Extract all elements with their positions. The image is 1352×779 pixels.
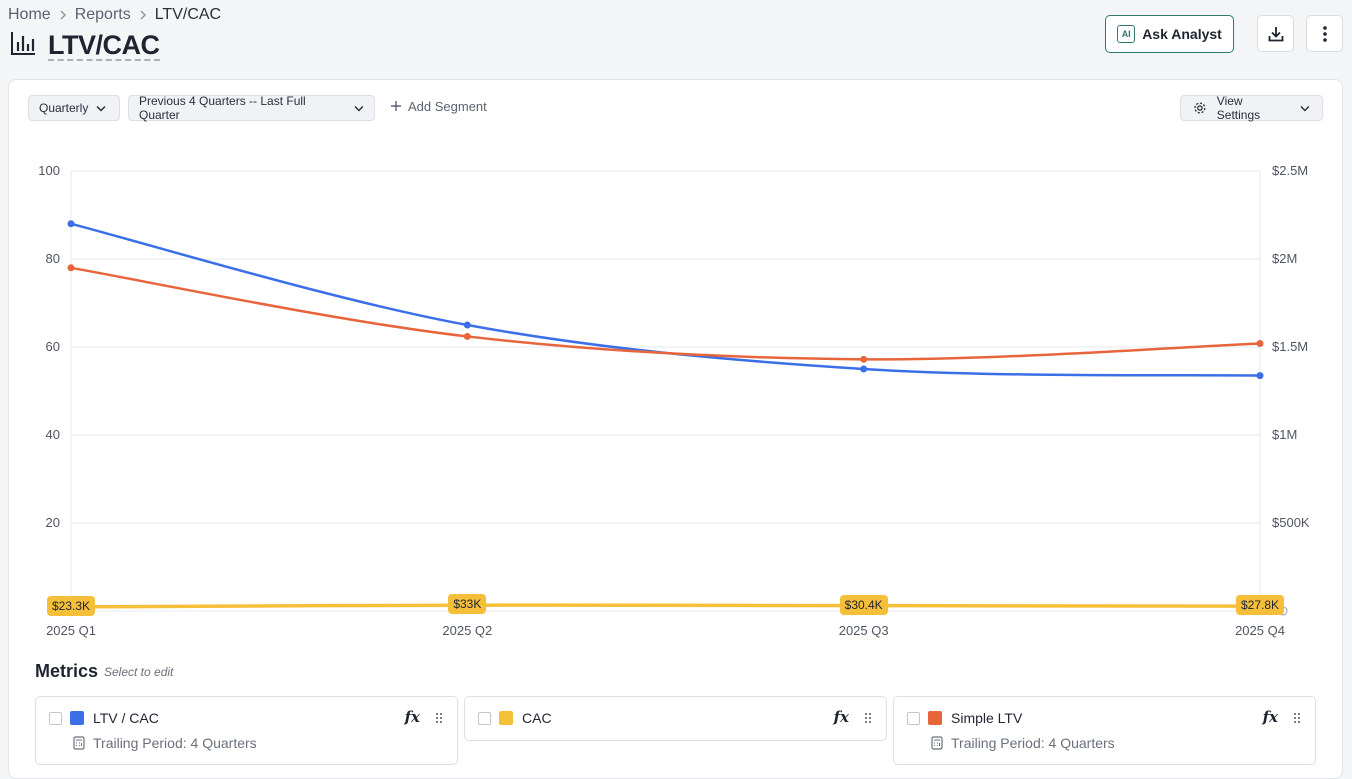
gear-icon — [1194, 102, 1206, 114]
metric-checkbox[interactable] — [49, 712, 62, 725]
data-point-ltv-cac — [463, 321, 471, 329]
y-left-tick-label: 40 — [46, 427, 60, 442]
metric-card-cac[interactable]: CAC fx — [464, 696, 887, 741]
formula-icon[interactable]: fx — [404, 708, 420, 726]
more-options-button[interactable] — [1306, 15, 1343, 52]
breadcrumb-current: LTV/CAC — [154, 6, 222, 23]
add-segment-button[interactable]: Add Segment — [390, 99, 487, 114]
view-settings-label: View Settings — [1216, 94, 1261, 122]
metric-color-swatch — [499, 711, 513, 725]
metric-name: LTV / CAC — [93, 710, 159, 726]
metrics-title: Metrics — [35, 661, 99, 681]
date-range-value: Previous 4 Quarters -- Last Full Quarter — [139, 94, 306, 122]
y-right-tick-label: $1.5M — [1272, 339, 1308, 354]
metric-color-swatch — [928, 711, 942, 725]
ask-analyst-label: Ask Analyst — [1142, 26, 1222, 42]
ask-analyst-button[interactable]: AI Ask Analyst — [1105, 15, 1234, 53]
ai-icon: AI — [1117, 25, 1136, 43]
data-point-ltv-cac — [860, 365, 868, 373]
calculator-icon — [73, 736, 85, 750]
breadcrumb-reports[interactable]: Reports — [74, 6, 131, 23]
metric-card-simple-ltv[interactable]: Simple LTV fx Trailing Period: 4 Quarter… — [893, 696, 1316, 765]
chevron-right-icon — [59, 8, 67, 23]
download-button[interactable] — [1257, 15, 1294, 52]
page-title[interactable]: LTV/CAC — [48, 29, 160, 61]
formula-icon[interactable]: fx — [833, 708, 849, 726]
date-range-dropdown[interactable]: Previous 4 Quarters -- Last Full Quarter — [128, 94, 375, 122]
bar-chart-icon — [10, 30, 36, 61]
data-point-simple-ltv — [67, 264, 75, 272]
calculator-icon — [931, 736, 943, 750]
formula-icon[interactable]: fx — [1262, 708, 1278, 726]
series-line-cac — [70, 603, 1261, 609]
x-tick-label: 2025 Q2 — [442, 623, 492, 638]
chevron-down-icon — [96, 105, 106, 112]
download-icon — [1268, 26, 1283, 41]
y-left-tick-label: 100 — [38, 163, 60, 178]
metric-trailing-period-label: Trailing Period: 4 Quarters — [951, 735, 1115, 751]
y-right-tick-label: $2.5M — [1272, 163, 1308, 178]
drag-handle-icon[interactable] — [864, 711, 872, 729]
y-left-tick-label: 80 — [46, 251, 60, 266]
metric-trailing-period: Trailing Period: 4 Quarters — [73, 735, 257, 751]
metric-trailing-period: Trailing Period: 4 Quarters — [931, 735, 1115, 751]
y-left-tick-label: 60 — [46, 339, 60, 354]
x-tick-label: 2025 Q3 — [839, 623, 889, 638]
plus-icon — [390, 100, 402, 114]
view-settings-dropdown[interactable]: View Settings — [1180, 94, 1323, 122]
page-title-row: LTV/CAC — [10, 30, 160, 61]
breadcrumb: Home Reports LTV/CAC — [8, 6, 221, 24]
cac-data-label: $23.3K — [47, 595, 96, 616]
data-point-simple-ltv — [1256, 339, 1264, 347]
metric-trailing-period-label: Trailing Period: 4 Quarters — [93, 735, 257, 751]
granularity-value: Quarterly — [39, 101, 89, 115]
y-left-tick-label: 20 — [46, 515, 60, 530]
data-point-ltv-cac — [1256, 372, 1264, 380]
drag-handle-icon[interactable] — [435, 711, 443, 729]
data-point-ltv-cac — [67, 220, 75, 228]
metric-name: CAC — [522, 710, 552, 726]
cac-data-label: $27.8K — [1236, 595, 1285, 616]
add-segment-label: Add Segment — [408, 99, 487, 114]
granularity-dropdown[interactable]: Quarterly — [28, 95, 120, 121]
report-card — [8, 79, 1343, 779]
cac-data-label: $33K — [448, 594, 487, 615]
metric-checkbox[interactable] — [478, 712, 491, 725]
chevron-down-icon — [354, 105, 364, 112]
data-point-simple-ltv — [860, 355, 868, 363]
chevron-right-icon — [139, 8, 147, 23]
more-vertical-icon — [1322, 25, 1327, 42]
x-tick-label: 2025 Q4 — [1235, 623, 1285, 638]
metric-color-swatch — [70, 711, 84, 725]
y-right-tick-label: $1M — [1272, 427, 1297, 442]
cac-data-label: $30.4K — [839, 594, 888, 615]
metric-name: Simple LTV — [951, 710, 1023, 726]
data-point-simple-ltv — [463, 332, 471, 340]
metric-card-ltv-cac[interactable]: LTV / CAC fx Trailing Period: 4 Quarters — [35, 696, 458, 765]
metrics-subtitle: Select to edit — [104, 665, 174, 679]
y-right-tick-label: $500K — [1272, 515, 1310, 530]
x-tick-label: 2025 Q1 — [46, 623, 96, 638]
series-line-simple-ltv — [70, 266, 1261, 361]
drag-handle-icon[interactable] — [1293, 711, 1301, 729]
chevron-down-icon — [1300, 105, 1310, 112]
ltv-cac-chart: 20 $500K 40 $1M 60 $1.5M 80 $2M 100 $2.5M 2025 Q1 2… — [38, 163, 1310, 638]
metric-checkbox[interactable] — [907, 712, 920, 725]
y-right-tick-label: $2M — [1272, 251, 1297, 266]
breadcrumb-home[interactable]: Home — [8, 6, 51, 23]
